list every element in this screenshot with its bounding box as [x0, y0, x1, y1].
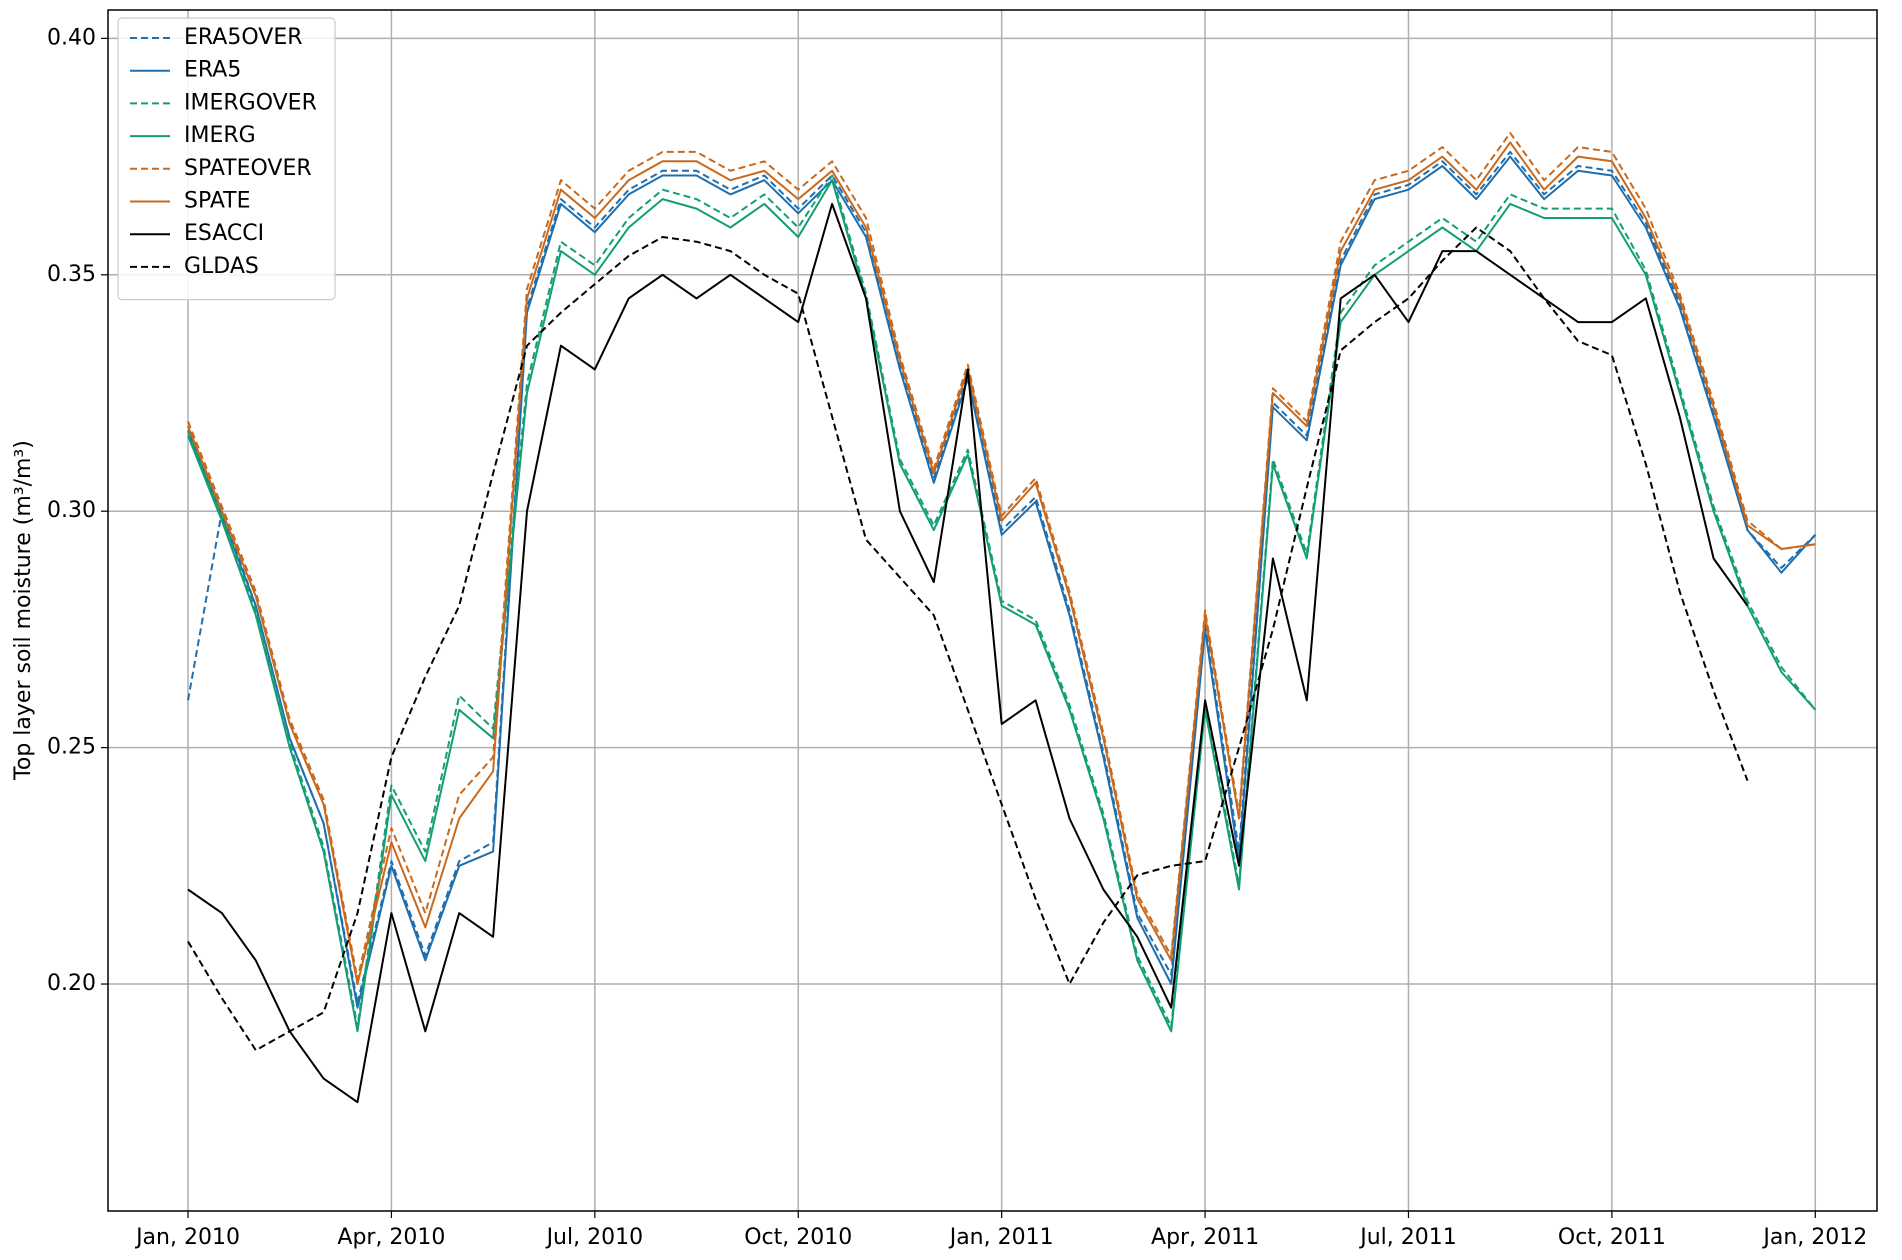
y-tick-label: 0.30	[47, 498, 96, 523]
y-tick-label: 0.25	[47, 735, 96, 760]
x-tick-label: Jul, 2010	[545, 1225, 644, 1250]
series-line	[187, 226, 1749, 1052]
legend-label: ESACCI	[184, 221, 264, 246]
legend-label: SPATEOVER	[184, 156, 312, 181]
y-tick-label: 0.35	[47, 262, 96, 287]
x-tick-label: Jan, 2010	[134, 1225, 240, 1250]
series-line	[187, 131, 1816, 981]
legend-label: GLDAS	[184, 254, 259, 279]
x-tick-label: Jan, 2012	[1761, 1225, 1867, 1250]
legend-label: IMERG	[184, 123, 256, 148]
series-line	[187, 179, 1817, 1033]
series-line	[187, 141, 1816, 985]
series-line	[187, 202, 1749, 1104]
plot-frame	[107, 9, 1878, 1212]
x-tick-label: Jan, 2011	[948, 1225, 1054, 1250]
x-tick-label: Apr, 2010	[337, 1225, 445, 1250]
x-tick-label: Apr, 2011	[1151, 1225, 1259, 1250]
x-tick-label: Oct, 2011	[1558, 1225, 1666, 1250]
x-tick-label: Jul, 2011	[1358, 1225, 1457, 1250]
y-tick-label: 0.20	[47, 971, 96, 996]
legend-label: ERA5	[184, 58, 241, 83]
y-axis-label: Top layer soil moisture (m³/m³)	[11, 440, 36, 781]
legend-label: IMERGOVER	[184, 90, 317, 115]
series-line	[187, 174, 1817, 1028]
y-tick-label: 0.40	[47, 25, 96, 50]
legend-label: ERA5OVER	[184, 25, 303, 50]
legend: ERA5OVER ERA5 IMERGOVER IMERG SPATEOVER SPATE…	[117, 17, 336, 301]
legend-box	[117, 17, 336, 301]
legend-label: SPATE	[184, 189, 251, 214]
x-tick-label: Oct, 2010	[744, 1225, 852, 1250]
series-line	[187, 155, 1817, 1009]
